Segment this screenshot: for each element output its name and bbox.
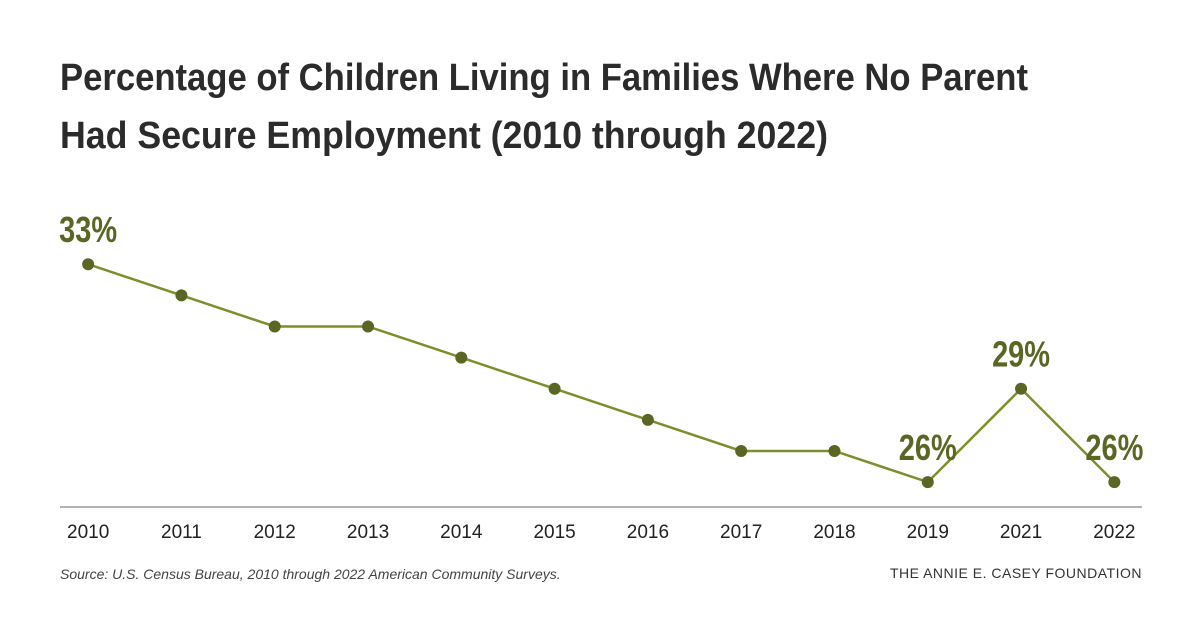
x-tick-label: 2018 xyxy=(813,522,855,543)
x-tick-label: 2011 xyxy=(161,522,202,543)
x-tick-label: 2022 xyxy=(1093,522,1135,543)
value-label: 26% xyxy=(1085,427,1143,468)
point xyxy=(548,382,561,395)
chart-title: Percentage of Children Living in Familie… xyxy=(60,57,1028,99)
x-tick-label: 2014 xyxy=(440,522,483,543)
chart-title: Had Secure Employment (2010 through 2022… xyxy=(60,115,828,157)
point xyxy=(362,320,375,333)
point xyxy=(175,289,188,302)
x-tick-label: 2010 xyxy=(67,522,109,543)
line xyxy=(87,263,1116,484)
x-tick-label: 2017 xyxy=(720,522,762,543)
x-tick-label: 2019 xyxy=(907,522,949,543)
x-tick-label: 2012 xyxy=(254,522,296,543)
x-tick-label: 2021 xyxy=(1000,522,1042,543)
point xyxy=(735,444,748,457)
point xyxy=(641,413,654,426)
point xyxy=(1108,476,1121,489)
point xyxy=(921,476,934,489)
x-tick-label: 2016 xyxy=(627,522,669,543)
point xyxy=(268,320,281,333)
source: Source: U.S. Census Bureau, 2010 through… xyxy=(60,566,561,582)
brand: THE ANNIE E. CASEY FOUNDATION xyxy=(890,565,1142,581)
point xyxy=(828,444,841,457)
value-label: 29% xyxy=(992,334,1050,375)
value-label: 33% xyxy=(59,209,117,250)
point xyxy=(82,258,95,271)
value-label: 26% xyxy=(899,427,957,468)
x-tick-label: 2013 xyxy=(347,522,389,543)
point xyxy=(1015,382,1028,395)
x-tick-label: 2015 xyxy=(533,522,575,543)
point xyxy=(455,351,468,364)
